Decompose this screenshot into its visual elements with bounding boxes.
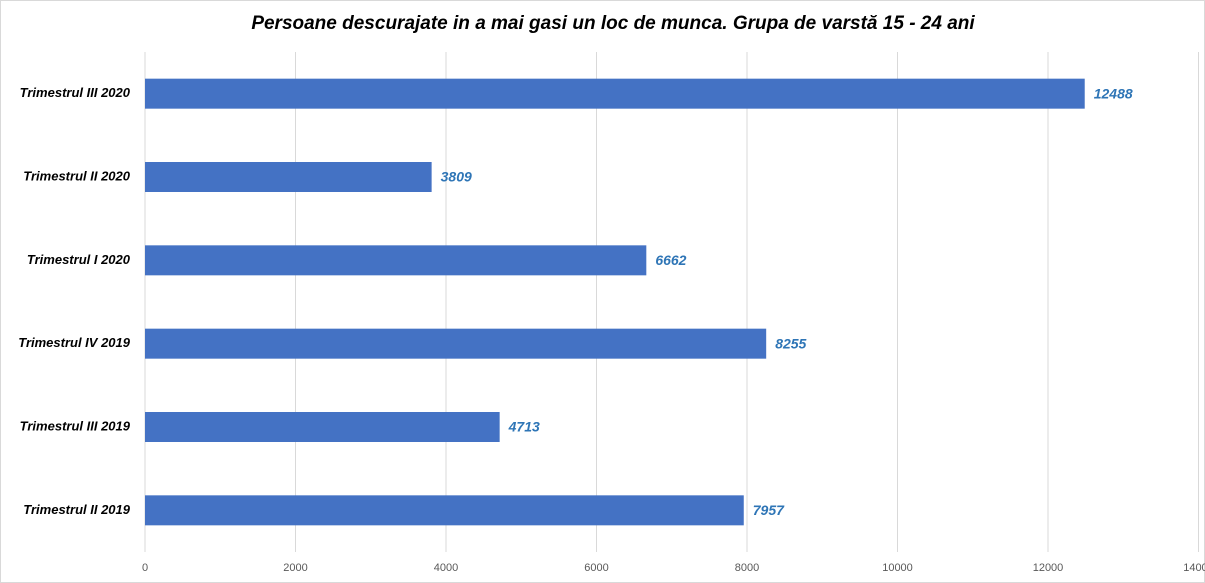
bar (145, 78, 1085, 109)
x-tick-label: 2000 (283, 562, 307, 574)
x-tick-label: 12000 (1033, 562, 1064, 574)
x-tick-label: 14000 (1183, 562, 1205, 574)
value-label: 7957 (753, 502, 785, 518)
x-tick-label: 6000 (584, 562, 608, 574)
value-label: 12488 (1094, 85, 1133, 101)
bar (145, 412, 500, 442)
value-label: 6662 (655, 252, 686, 268)
y-tick-label: Trimestrul I 2020 (27, 252, 131, 267)
chart-title: Persoane descurajate in a mai gasi un lo… (251, 13, 975, 34)
x-tick-label: 0 (142, 562, 148, 574)
value-label: 3809 (441, 169, 472, 185)
y-tick-label: Trimestrul II 2020 (23, 168, 130, 183)
x-tick-label: 10000 (882, 562, 913, 574)
y-tick-label: Trimestrul III 2020 (20, 85, 131, 100)
value-label: 4713 (508, 419, 540, 435)
bar (145, 245, 647, 276)
bar (145, 495, 744, 526)
y-tick-label: Trimestrul IV 2019 (18, 335, 131, 350)
x-tick-label: 4000 (434, 562, 458, 574)
x-tick-label: 8000 (735, 562, 759, 574)
value-label: 8255 (775, 335, 806, 351)
bar (145, 162, 432, 192)
bar (145, 328, 767, 359)
y-tick-label: Trimestrul III 2019 (20, 418, 131, 433)
y-tick-label: Trimestrul II 2019 (23, 502, 130, 517)
